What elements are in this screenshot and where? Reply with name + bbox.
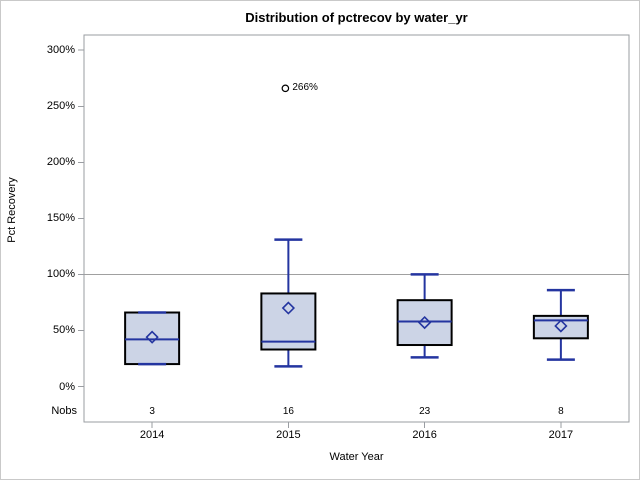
nobs-value-2017: 8 (558, 406, 564, 417)
box-2017 (532, 314, 589, 340)
x-tick-label-2014: 2014 (139, 429, 165, 441)
outlier-label-2015: 266% (292, 82, 318, 94)
x-tick-label-2016: 2016 (412, 429, 437, 441)
nobs-value-2016: 23 (419, 406, 431, 417)
x-tick-label-2015: 2015 (276, 429, 301, 441)
y-tick-label: 100% (46, 268, 75, 281)
nobs-value-2014: 3 (149, 406, 155, 417)
mean-diamond-marker-2017 (554, 319, 568, 333)
y-tick-label: 300% (46, 44, 75, 57)
y-tick-label: 250% (46, 100, 75, 113)
x-tick-label-2017: 2017 (548, 429, 574, 441)
mean-diamond-marker-2016 (417, 315, 432, 330)
y-tick-label: 200% (46, 156, 75, 169)
box-2014 (124, 311, 181, 366)
mean-diamond-marker-2014 (145, 330, 159, 344)
nobs-row-label: Nobs (51, 405, 77, 417)
plot-frame (83, 34, 630, 423)
mean-diamond-marker-2015 (281, 301, 296, 315)
y-tick-label: 150% (46, 212, 75, 225)
nobs-value-2015: 16 (282, 406, 294, 417)
chart-title: Distribution of pctrecov by water_yr (245, 10, 468, 25)
x-axis-label: Water Year (329, 451, 384, 463)
y-tick-label: 50% (52, 324, 75, 337)
outlier-marker-2015 (281, 84, 290, 93)
y-tick-label: 0% (59, 380, 75, 393)
box-2016 (396, 299, 453, 347)
